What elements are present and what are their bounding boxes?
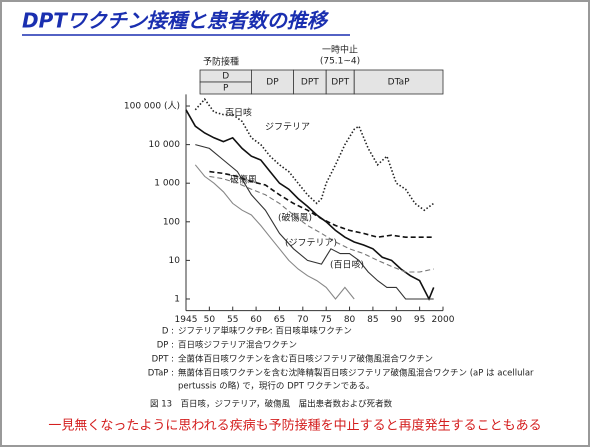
note-text: 全菌体百日咳ワクチンを含む百日咳ジフテリア破傷風混合ワクチン: [178, 354, 433, 365]
timeline-title: 予防接種: [203, 56, 239, 68]
x-tick-label: 2000: [432, 315, 455, 325]
series-line: [209, 175, 434, 273]
timeline-label: DPT: [301, 78, 319, 88]
x-tick-label: 50: [204, 315, 216, 325]
series-line: [194, 97, 435, 212]
caption: 図 13 百日咳，ジフテリア，破傷風 届出患者数および死者数: [150, 399, 393, 410]
note-text: 無菌体百日咳ワクチンを含む沈降精製百日咳ジフテリア破傷風混合ワクチン (aP は…: [178, 368, 534, 379]
timeline-bar: [325, 69, 355, 95]
series-label: ジフテリア: [265, 122, 310, 133]
x-tick-label: 70: [297, 315, 309, 325]
x-tick-label: 1945: [175, 315, 198, 325]
series-label: (百日咳): [330, 259, 364, 271]
series-line: [209, 170, 434, 239]
x-tick-label: 75: [320, 315, 331, 325]
message: 一見無くなったように思われる疾病も予防接種を中止すると再度発生することもある: [48, 418, 541, 434]
y-tick-label: 1 000: [154, 179, 180, 189]
timeline-bar: [251, 69, 294, 95]
suspension-note: (75.1~4): [320, 57, 360, 67]
timeline-bar: [353, 69, 444, 95]
series-label: (ジフテリア): [285, 238, 337, 249]
timeline-label: DTaP: [388, 78, 410, 88]
slide-title: DPTワクチン接種と患者数の推移: [22, 9, 330, 33]
timeline-label: D: [222, 72, 229, 82]
series-label: (破傷風): [278, 212, 312, 224]
x-tick-label: 85: [367, 315, 378, 325]
timeline-label: DPT: [331, 78, 349, 88]
series-label: 百日咳: [225, 107, 252, 119]
y-tick-label: 1: [174, 294, 180, 304]
x-tick-label: 65: [274, 315, 285, 325]
y-tick-label: 100 000 (人): [124, 101, 180, 112]
x-tick-label: 90: [391, 315, 403, 325]
y-tick-label: 10 000: [149, 140, 181, 150]
series-line: [185, 109, 435, 301]
y-tick-label: 10: [169, 256, 181, 266]
x-tick-label: 60: [250, 315, 262, 325]
note-text: pertussis の略) で，現行の DPT ワクチンである。: [178, 381, 375, 392]
series-line: [195, 144, 434, 300]
x-tick-label: 80: [344, 315, 356, 325]
suspension-note: 一時中止: [322, 44, 358, 56]
note-key: DPT :: [152, 355, 174, 365]
note-key: DTaP :: [148, 369, 174, 379]
timeline-label: P: [223, 84, 229, 94]
y-tick-label: 100: [163, 217, 180, 227]
note-text: 百日咳ジフテリア混合ワクチン: [178, 340, 297, 351]
note-key: D :: [162, 327, 174, 337]
note-key: DP :: [157, 341, 174, 351]
note-text: ジフテリア単味ワクチン: [178, 326, 272, 337]
series-label: 破傷風: [230, 174, 257, 186]
timeline-label: DP: [266, 78, 279, 88]
timeline-bar: [293, 69, 327, 95]
x-tick-label: 55: [227, 315, 238, 325]
x-tick-label: 95: [414, 315, 425, 325]
series-line: [194, 164, 355, 300]
note-text: P : 百日咳単味ワクチン: [262, 326, 352, 337]
